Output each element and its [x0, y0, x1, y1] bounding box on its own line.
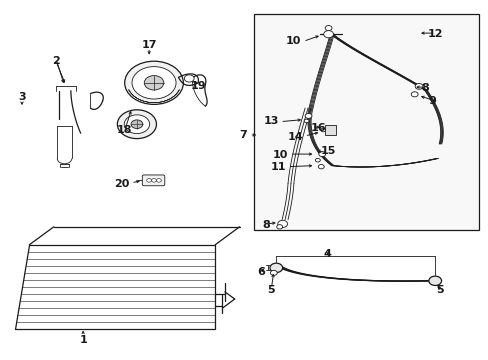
Circle shape	[428, 276, 441, 285]
Circle shape	[131, 120, 142, 129]
Circle shape	[318, 152, 325, 157]
Text: 10: 10	[285, 36, 300, 46]
Bar	[325, 125, 335, 135]
Text: 4: 4	[323, 249, 331, 259]
Text: 11: 11	[270, 162, 285, 172]
Text: 5: 5	[267, 285, 275, 295]
Circle shape	[117, 110, 156, 139]
Circle shape	[156, 179, 161, 182]
Text: 8: 8	[262, 220, 270, 230]
Text: 2: 2	[52, 56, 60, 66]
Text: 9: 9	[428, 96, 436, 106]
Text: 6: 6	[257, 267, 265, 277]
Text: 17: 17	[141, 40, 157, 50]
Circle shape	[276, 225, 282, 229]
Text: 1: 1	[79, 335, 87, 345]
Circle shape	[124, 115, 149, 134]
Circle shape	[184, 75, 194, 82]
Circle shape	[305, 113, 311, 118]
Text: 18: 18	[117, 125, 132, 135]
Bar	[254, 14, 478, 230]
Circle shape	[146, 179, 151, 182]
Text: 13: 13	[263, 116, 278, 126]
Circle shape	[124, 61, 183, 104]
Circle shape	[325, 26, 331, 31]
Text: 14: 14	[287, 132, 303, 142]
Circle shape	[277, 220, 287, 228]
Circle shape	[269, 263, 282, 273]
Polygon shape	[15, 245, 215, 329]
Circle shape	[151, 179, 156, 182]
Circle shape	[304, 119, 308, 123]
Circle shape	[318, 165, 324, 169]
Text: 3: 3	[18, 92, 26, 102]
Circle shape	[414, 84, 422, 89]
Text: 19: 19	[190, 81, 205, 91]
Circle shape	[270, 270, 277, 275]
Circle shape	[410, 92, 417, 97]
Circle shape	[323, 31, 333, 38]
Text: 8: 8	[421, 83, 428, 93]
Text: 20: 20	[114, 179, 129, 189]
Text: 16: 16	[310, 123, 325, 133]
Circle shape	[315, 158, 320, 162]
Circle shape	[320, 128, 325, 132]
Text: 5: 5	[435, 285, 443, 295]
Text: 7: 7	[239, 130, 246, 140]
Text: 15: 15	[320, 146, 335, 156]
Text: 10: 10	[273, 150, 288, 160]
Text: 12: 12	[427, 29, 442, 39]
Circle shape	[132, 67, 176, 99]
Circle shape	[144, 76, 163, 90]
FancyBboxPatch shape	[142, 175, 164, 186]
